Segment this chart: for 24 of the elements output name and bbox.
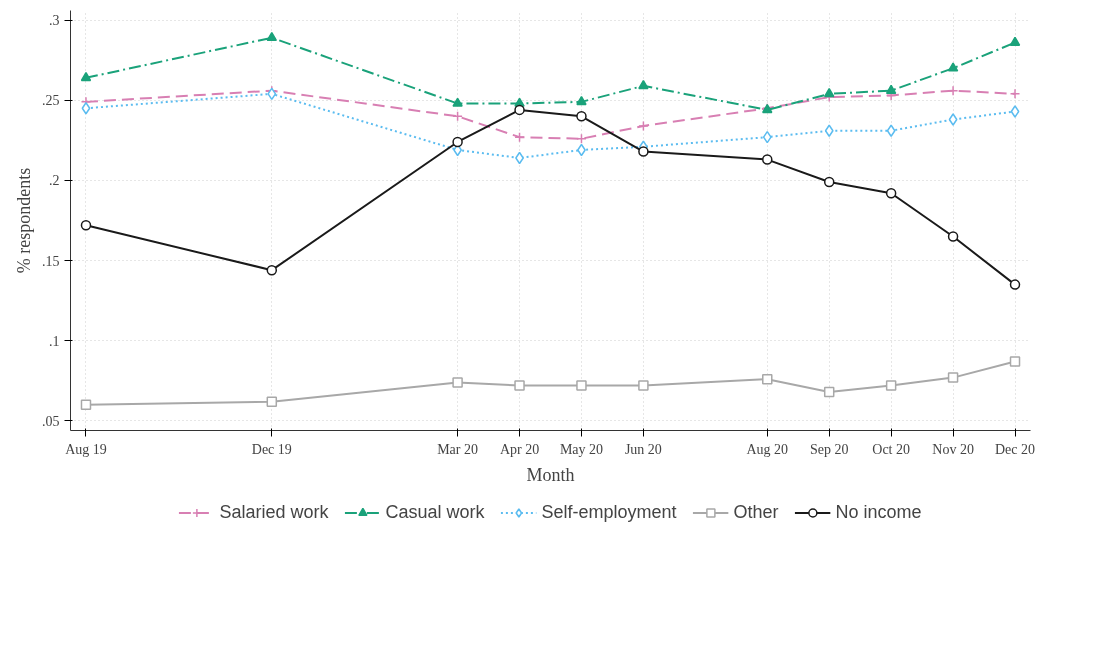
x-tick-label: Sep 20 — [809, 441, 849, 457]
x-tick-label: Oct 20 — [872, 441, 911, 457]
y-tick-label: .2 — [49, 173, 60, 189]
x-tick-label: Aug 20 — [746, 441, 789, 457]
legend-label: Casual work — [385, 501, 485, 523]
x-tick-label: Nov 20 — [932, 441, 974, 457]
y-tick-label: .25 — [42, 93, 60, 109]
y-axis-title: % respondents — [14, 167, 34, 274]
x-tick-label: Dec 20 — [995, 441, 1036, 457]
legend-label: Self-employment — [541, 501, 677, 523]
x-tick-label: Jun 20 — [624, 441, 662, 457]
legend-label: Salaried work — [219, 501, 329, 523]
x-tick-label: May 20 — [559, 441, 604, 457]
y-tick-label: .05 — [42, 413, 60, 429]
legend-label: No income — [835, 501, 922, 523]
y-tick-label: .1 — [49, 333, 60, 349]
x-tick-label: Dec 19 — [251, 441, 292, 457]
y-tick-label: .15 — [42, 253, 60, 269]
x-tick-label: Apr 20 — [499, 441, 540, 457]
y-tick-label: .3 — [49, 13, 60, 29]
x-tick-label: Aug 19 — [65, 441, 107, 457]
x-tick-label: Mar 20 — [437, 441, 479, 457]
legend-label: Other — [733, 501, 779, 523]
x-axis-title: Month — [526, 464, 575, 485]
